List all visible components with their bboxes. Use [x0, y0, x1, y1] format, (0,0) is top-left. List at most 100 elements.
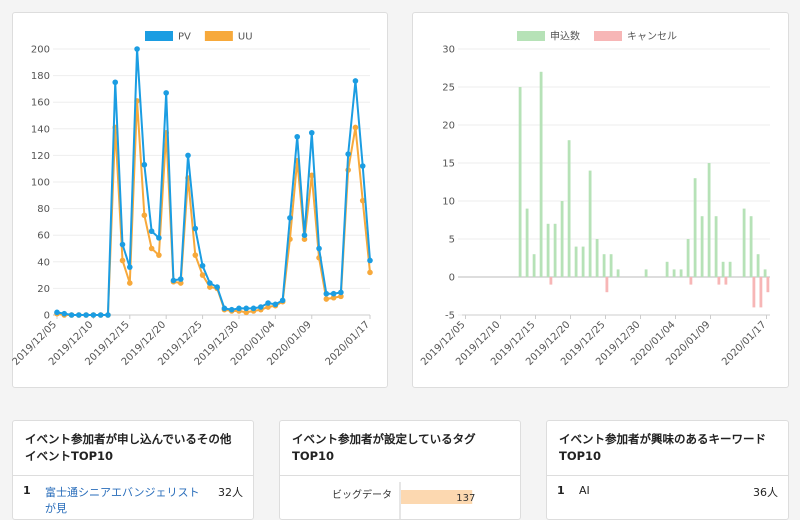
x-tick-label: 2020/01/17 — [324, 319, 373, 368]
point — [243, 309, 250, 316]
legend-swatch — [145, 31, 173, 41]
point — [221, 305, 228, 312]
point — [141, 161, 148, 168]
legend-label: キャンセル — [627, 31, 677, 43]
page: PV UU 0 20 40 60 80 100 120 140 160 180 200 2019/12/0… — [10, 12, 789, 520]
point — [301, 232, 308, 238]
bar — [717, 277, 721, 285]
panel: イベント参加者が興味のあるキーワードTOP10 1 AI 36人 — [546, 420, 789, 520]
point — [352, 124, 359, 131]
point — [199, 262, 206, 269]
bar — [742, 208, 746, 277]
point — [338, 289, 344, 296]
point — [119, 241, 126, 248]
y-tick-label: 30 — [442, 45, 455, 56]
point — [207, 284, 213, 290]
point — [105, 312, 111, 318]
point — [148, 245, 155, 252]
legend-label: UU — [238, 32, 253, 43]
point — [308, 129, 315, 136]
event-link[interactable]: 富士通シニアエバンジェリストが見 — [45, 486, 200, 515]
bar — [766, 277, 770, 293]
bar — [549, 277, 553, 285]
bar — [759, 277, 763, 308]
point — [156, 252, 162, 258]
point — [192, 252, 199, 258]
bar — [567, 140, 571, 277]
point — [330, 294, 337, 301]
y-tick-label: 20 — [37, 284, 50, 295]
bar — [581, 246, 585, 277]
point — [359, 197, 366, 204]
charts: PV UU0204060801001201401601802002019/12/0… — [11, 30, 770, 368]
point — [345, 151, 351, 157]
bar — [714, 216, 718, 277]
y-tick-label: 140 — [31, 124, 50, 135]
panel-title: イベント参加者が興味のあるキーワードTOP10 — [547, 421, 788, 476]
point — [83, 312, 89, 318]
legend-swatch — [204, 31, 233, 41]
y-tick-label: 10 — [442, 197, 455, 208]
bar — [605, 277, 609, 293]
bar — [686, 239, 690, 277]
panel-title: イベント参加者が申し込んでいるその他イベントTOP10 — [13, 421, 253, 476]
y-tick-label: 40 — [37, 257, 50, 268]
point — [308, 172, 315, 179]
legend-label: PV — [178, 32, 191, 43]
row: 1 富士通シニアエバンジェリストが見 32人 — [13, 476, 253, 519]
bar — [707, 163, 711, 277]
bar — [721, 261, 725, 277]
point — [126, 280, 133, 286]
point — [258, 304, 264, 310]
x-tick-label: 2020/01/17 — [720, 319, 769, 368]
bar — [539, 71, 543, 277]
point — [236, 305, 242, 312]
bar — [724, 277, 728, 285]
bar — [672, 269, 676, 277]
y-tick-label: -5 — [445, 311, 455, 322]
point — [134, 46, 140, 52]
point — [97, 312, 104, 318]
point — [250, 305, 257, 312]
bar — [602, 254, 606, 277]
point — [301, 236, 308, 242]
point — [352, 78, 359, 84]
point — [265, 304, 271, 310]
keyword: AI — [579, 484, 590, 497]
point — [68, 312, 75, 318]
y-tick-label: 0 — [449, 273, 455, 284]
y-tick-label: 200 — [31, 45, 50, 56]
panel: イベント参加者が設定しているタグTOP10 ビッグデータ 137 — [279, 420, 521, 520]
point — [177, 276, 184, 282]
bar — [756, 254, 760, 277]
bar — [616, 269, 620, 277]
bar — [693, 178, 697, 277]
point — [192, 225, 199, 232]
count: 36人 — [753, 486, 778, 499]
bar — [588, 170, 592, 277]
point — [316, 245, 322, 252]
y-tick-label: 20 — [442, 121, 455, 132]
legend-label: 申込数 — [550, 30, 580, 43]
bar — [763, 269, 767, 277]
point — [54, 309, 60, 316]
bar — [560, 201, 564, 277]
point — [294, 133, 301, 140]
y-tick-label: 160 — [31, 98, 50, 109]
point — [214, 284, 220, 290]
bar — [728, 261, 732, 277]
point — [323, 296, 330, 302]
panel: イベント参加者が申し込んでいるその他イベントTOP10 1 富士通シニアエバンジ… — [12, 420, 254, 520]
bar — [553, 223, 557, 277]
point — [199, 272, 206, 278]
count: 32人 — [218, 486, 243, 499]
bar — [644, 269, 648, 277]
point — [367, 269, 373, 276]
point — [279, 297, 286, 304]
y-tick-label: 100 — [31, 178, 50, 189]
bar — [700, 216, 704, 277]
card — [412, 12, 789, 388]
point — [90, 312, 97, 318]
point — [177, 280, 184, 286]
point — [170, 277, 177, 284]
